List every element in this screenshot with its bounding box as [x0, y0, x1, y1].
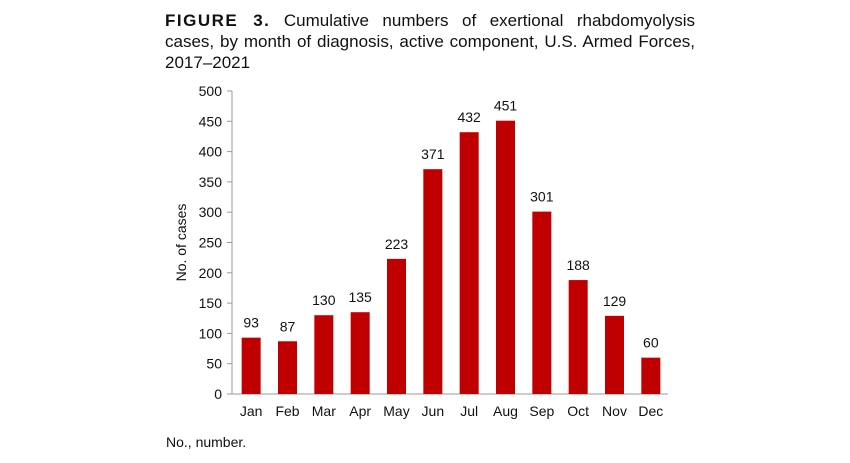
- data-label: 223: [385, 236, 409, 252]
- y-tick-label: 500: [199, 83, 223, 99]
- x-tick-label: Dec: [638, 403, 663, 419]
- bar-jun: [423, 169, 443, 394]
- x-tick-label: Mar: [312, 403, 336, 419]
- x-tick-label: Oct: [567, 403, 589, 419]
- figure-label: FIGURE 3.: [165, 11, 271, 30]
- y-tick-label: 400: [199, 144, 223, 160]
- x-tick-label: May: [383, 403, 409, 419]
- data-label: 129: [603, 293, 627, 309]
- bar-nov: [605, 315, 624, 394]
- y-tick-label: 50: [206, 356, 222, 372]
- x-tick-label: Apr: [349, 403, 371, 419]
- y-tick-label: 250: [199, 235, 223, 251]
- x-tick-label: Jun: [422, 403, 445, 419]
- data-label: 130: [312, 292, 336, 308]
- y-tick-label: 200: [199, 265, 223, 281]
- x-tick-label: Jul: [460, 403, 478, 419]
- y-tick-label: 150: [199, 295, 223, 311]
- x-tick-label: Jan: [240, 403, 263, 419]
- data-label: 301: [530, 189, 554, 205]
- title-text: Cumulative numbers of exertional rhabdom…: [165, 11, 696, 72]
- bar-aug: [496, 120, 515, 394]
- data-label: 371: [421, 146, 445, 162]
- data-label: 93: [243, 315, 259, 331]
- chart-title: FIGURE 3. Cumulative numbers of exertion…: [165, 10, 695, 73]
- y-tick-label: 350: [199, 174, 223, 190]
- x-tick-label: Sep: [529, 403, 554, 419]
- data-label: 188: [566, 257, 590, 273]
- y-tick-label: 300: [199, 204, 223, 220]
- y-axis-label: No. of cases: [173, 204, 189, 282]
- data-label: 135: [348, 289, 372, 305]
- bar-jul: [459, 132, 479, 394]
- data-label: 87: [280, 318, 296, 334]
- bar-sep: [532, 211, 552, 394]
- footnote: No., number.: [166, 434, 247, 450]
- x-tick-label: Feb: [275, 403, 299, 419]
- bar-dec: [641, 357, 661, 394]
- data-label: 432: [457, 109, 481, 125]
- bar-apr: [350, 312, 370, 394]
- y-tick-label: 100: [199, 325, 223, 341]
- data-label: 60: [643, 335, 659, 351]
- x-tick-label: Nov: [602, 403, 627, 419]
- x-tick-label: Aug: [493, 403, 518, 419]
- y-tick-label: 450: [199, 113, 223, 129]
- y-tick-label: 0: [214, 386, 222, 402]
- bar-feb: [278, 341, 297, 394]
- bar-jan: [241, 337, 261, 394]
- data-label: 451: [494, 98, 518, 114]
- bar-oct: [568, 280, 588, 394]
- bar-mar: [314, 315, 334, 394]
- bar-may: [387, 258, 406, 394]
